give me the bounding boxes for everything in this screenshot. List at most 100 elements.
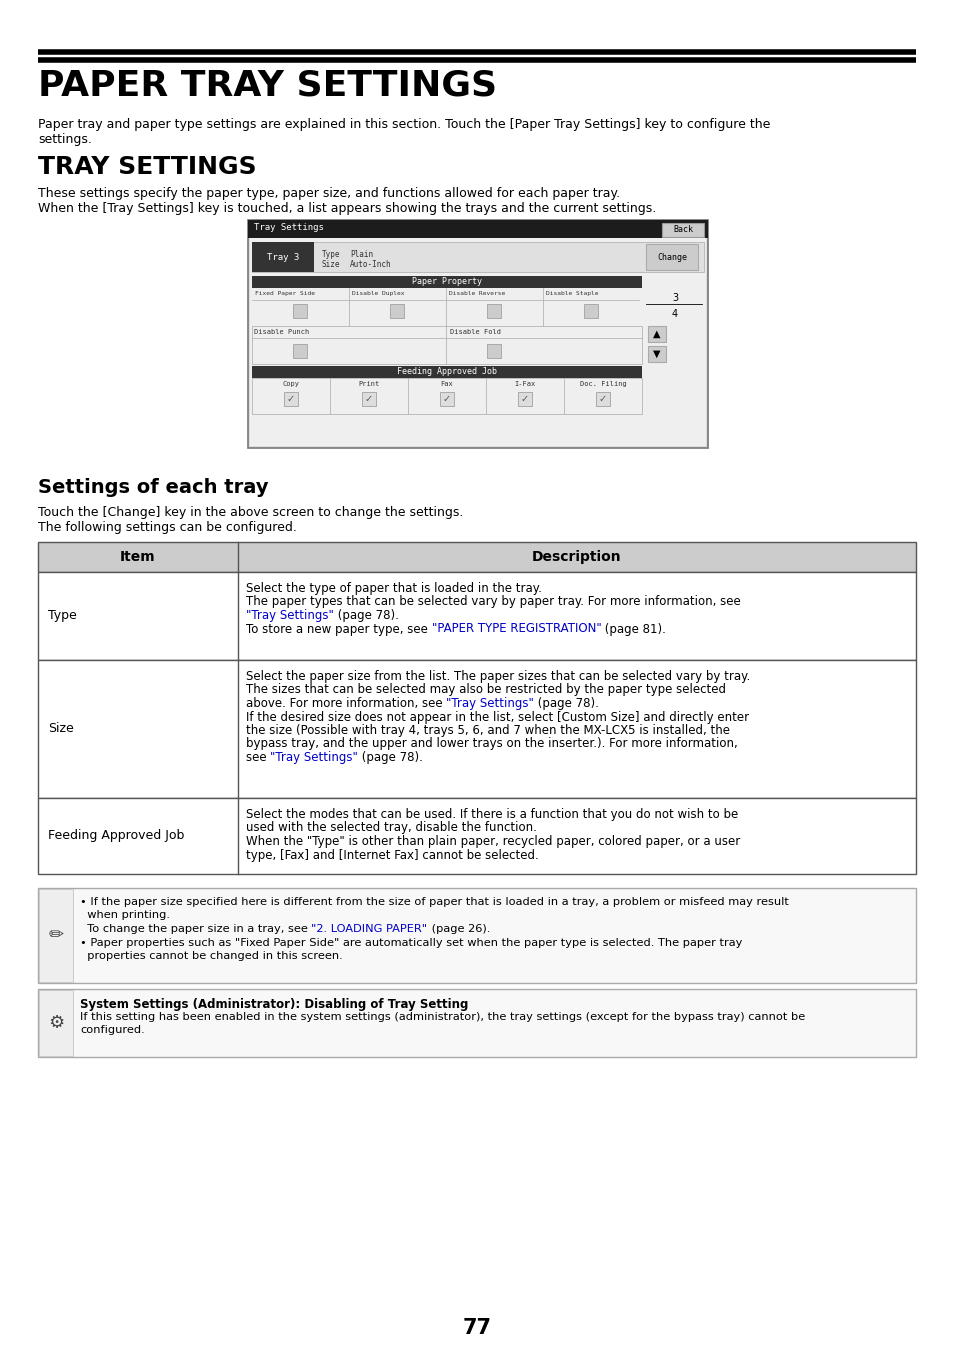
Text: configured.: configured. [80,1025,145,1035]
Text: Description: Description [532,550,621,563]
Text: (page 78).: (page 78). [358,751,423,765]
Bar [39,889,73,982]
Bar [38,798,915,874]
Text: ▲: ▲ [653,330,660,339]
Text: To change the paper size in a tray, see: To change the paper size in a tray, see [80,924,312,934]
Bar [647,326,665,342]
Bar [252,366,641,378]
Text: Paper Property: Paper Property [412,277,481,286]
Bar [661,223,703,236]
Text: Auto-Inch: Auto-Inch [350,259,392,269]
Bar [293,304,307,317]
Text: When the [Tray Settings] key is touched, a list appears showing the trays and th: When the [Tray Settings] key is touched,… [38,203,656,215]
Bar [250,238,705,446]
Text: (page 78).: (page 78). [334,609,398,621]
Bar [390,304,403,317]
Text: (page 81).: (page 81). [600,623,665,635]
Text: Item: Item [120,550,155,563]
Bar [583,304,598,317]
Text: ✓: ✓ [365,394,373,404]
Text: "Tray Settings": "Tray Settings" [446,697,534,711]
Text: ✓: ✓ [598,394,606,404]
Bar [439,392,454,407]
Bar [38,989,915,1056]
Text: The following settings can be configured.: The following settings can be configured… [38,521,296,534]
Text: above. For more information, see: above. For more information, see [246,697,446,711]
Text: Paper tray and paper type settings are explained in this section. Touch the [Pap: Paper tray and paper type settings are e… [38,118,770,131]
Text: PAPER TRAY SETTINGS: PAPER TRAY SETTINGS [38,68,497,101]
Text: Select the modes that can be used. If there is a function that you do not wish t: Select the modes that can be used. If th… [246,808,738,821]
Bar [486,304,500,317]
Text: The paper types that can be selected vary by paper tray. For more information, s: The paper types that can be selected var… [246,596,740,608]
Text: "Tray Settings": "Tray Settings" [270,751,358,765]
Text: ▼: ▼ [653,349,660,359]
Text: Select the type of paper that is loaded in the tray.: Select the type of paper that is loaded … [246,582,541,594]
Text: Fixed Paper Side: Fixed Paper Side [254,290,314,296]
Text: "Tray Settings": "Tray Settings" [246,609,334,621]
Text: type, [Fax] and [Internet Fax] cannot be selected.: type, [Fax] and [Internet Fax] cannot be… [246,848,538,862]
Bar [284,392,297,407]
Bar [248,220,707,238]
Text: System Settings (Administrator): Disabling of Tray Setting: System Settings (Administrator): Disabli… [80,998,468,1011]
Bar [647,346,665,362]
Text: bypass tray, and the upper and lower trays on the inserter.). For more informati: bypass tray, and the upper and lower tra… [246,738,737,751]
Text: Plain: Plain [350,250,373,259]
Text: (page 78).: (page 78). [534,697,598,711]
Text: Touch the [Change] key in the above screen to change the settings.: Touch the [Change] key in the above scre… [38,507,463,519]
Text: • If the paper size specified here is different from the size of paper that is l: • If the paper size specified here is di… [80,897,788,907]
Bar [645,245,698,270]
Text: properties cannot be changed in this screen.: properties cannot be changed in this scr… [80,951,342,961]
Text: 77: 77 [462,1319,491,1337]
Text: Disable Fold: Disable Fold [450,330,500,335]
Bar [39,990,73,1056]
Text: Select the paper size from the list. The paper sizes that can be selected vary b: Select the paper size from the list. The… [246,670,749,684]
Text: Disable Duplex: Disable Duplex [352,290,404,296]
Text: ✓: ✓ [287,394,294,404]
Text: Disable Reverse: Disable Reverse [449,290,505,296]
Bar [38,888,915,984]
Text: used with the selected tray, disable the function.: used with the selected tray, disable the… [246,821,537,835]
Bar [252,242,703,272]
Text: ⚙: ⚙ [48,1015,64,1032]
Text: Doc. Filing: Doc. Filing [579,381,626,386]
Text: Disable Staple: Disable Staple [545,290,598,296]
Text: ✓: ✓ [442,394,451,404]
Text: Print: Print [358,381,379,386]
Text: These settings specify the paper type, paper size, and functions allowed for eac: These settings specify the paper type, p… [38,186,619,200]
Text: Disable Punch: Disable Punch [253,330,309,335]
Bar [361,392,375,407]
Text: Back: Back [672,226,692,235]
Text: Tray Settings: Tray Settings [253,223,323,232]
Bar [486,345,500,358]
Bar [252,378,641,413]
Text: Size: Size [322,259,340,269]
Text: "2. LOADING PAPER": "2. LOADING PAPER" [312,924,427,934]
Text: To store a new paper type, see: To store a new paper type, see [246,623,431,635]
Bar [248,220,707,449]
Text: (page 26).: (page 26). [427,924,490,934]
Bar [38,542,915,571]
Bar [252,276,641,288]
Text: • Paper properties such as "Fixed Paper Side" are automatically set when the pap: • Paper properties such as "Fixed Paper … [80,938,741,947]
Bar [252,242,314,272]
Text: Fax: Fax [440,381,453,386]
Bar [38,661,915,798]
Text: When the "Type" is other than plain paper, recycled paper, colored paper, or a u: When the "Type" is other than plain pape… [246,835,740,848]
Text: 3: 3 [671,293,678,303]
Text: Type: Type [48,609,76,623]
Text: Feeding Approved Job: Feeding Approved Job [396,367,497,377]
Bar [596,392,609,407]
Text: Size: Size [48,723,73,735]
Bar [38,571,915,661]
Text: TRAY SETTINGS: TRAY SETTINGS [38,155,256,178]
Text: "PAPER TYPE REGISTRATION": "PAPER TYPE REGISTRATION" [431,623,600,635]
Text: Copy: Copy [282,381,299,386]
Text: 4: 4 [671,309,678,319]
Text: see: see [246,751,270,765]
Bar [252,326,641,363]
Text: If the desired size does not appear in the list, select [Custom Size] and direct: If the desired size does not appear in t… [246,711,748,724]
Bar [293,345,307,358]
Text: I-Fax: I-Fax [514,381,535,386]
Text: The sizes that can be selected may also be restricted by the paper type selected: The sizes that can be selected may also … [246,684,725,697]
Text: Settings of each tray: Settings of each tray [38,478,268,497]
